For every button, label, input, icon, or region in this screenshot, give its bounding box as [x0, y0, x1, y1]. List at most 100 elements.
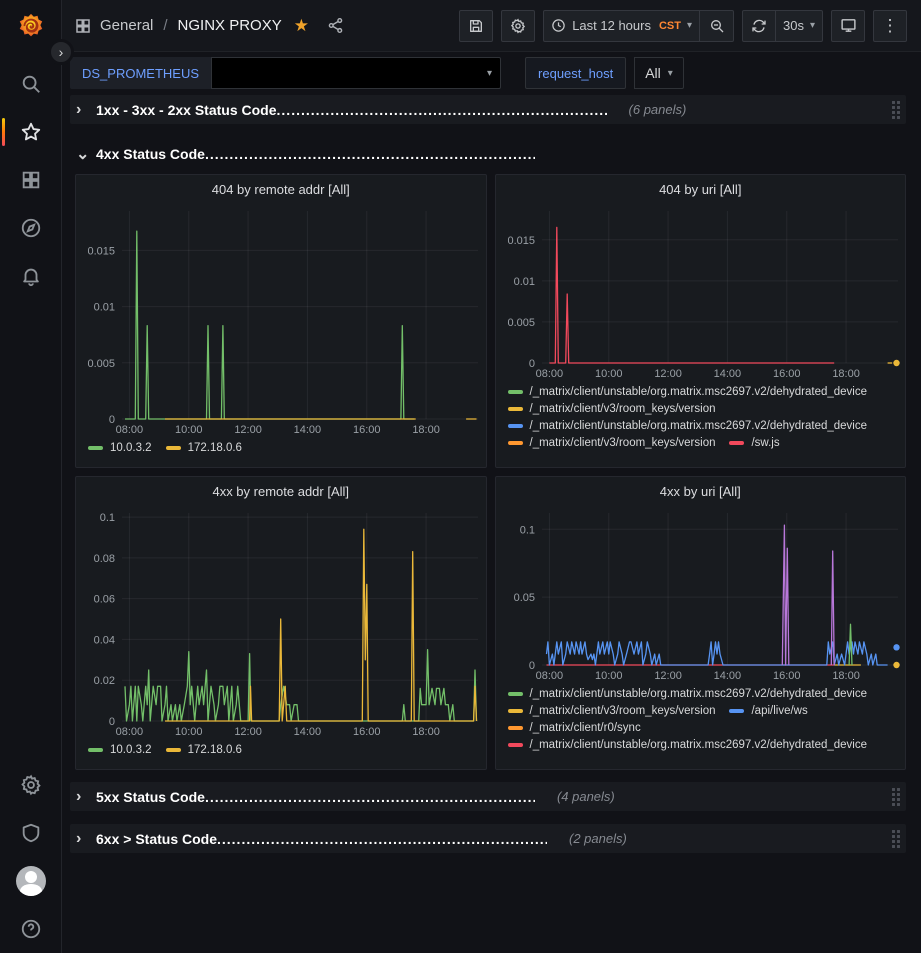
legend-item[interactable]: /_matrix/client/unstable/org.matrix.msc2…: [507, 688, 867, 700]
time-range-picker[interactable]: Last 12 hours CST ▾: [543, 9, 700, 42]
sidebar-item-search[interactable]: [0, 60, 62, 108]
row-1xx-3xx-2xx[interactable]: › 1xx - 3xx - 2xx Status Code ..........…: [70, 95, 906, 124]
sidebar-item-dashboards[interactable]: [0, 156, 62, 204]
grafana-logo-icon[interactable]: [16, 12, 46, 42]
compass-icon: [20, 217, 42, 239]
legend-label: 172.18.0.6: [187, 442, 242, 454]
variable-label-request-host[interactable]: request_host: [525, 57, 627, 89]
variable-value-request-host[interactable]: All ▾: [634, 57, 684, 89]
timeseries-svg: 08:00 10:00 12:00 14:00 16:00 18:00 0 0.005 0.01…: [87, 211, 478, 436]
legend-label: /_matrix/client/unstable/org.matrix.msc2…: [529, 386, 868, 398]
legend-swatch: [507, 441, 523, 445]
variable-label-ds-prometheus[interactable]: DS_PROMETHEUS: [70, 57, 212, 89]
search-icon: [20, 73, 42, 95]
legend-item[interactable]: /_matrix/client/v3/room_keys/version: [507, 705, 715, 717]
main-area: General / NGINX PROXY ★: [62, 0, 921, 953]
refresh-button[interactable]: [742, 9, 776, 42]
sidebar-item-configuration[interactable]: [0, 761, 62, 809]
timezone-label: CST: [658, 19, 681, 32]
gear-icon: [20, 774, 42, 796]
svg-text:0.01: 0.01: [513, 276, 534, 288]
svg-text:0.005: 0.005: [507, 317, 535, 329]
row-5xx[interactable]: › 5xx Status Code ......................…: [70, 782, 906, 811]
sidebar-item-help[interactable]: [0, 905, 62, 953]
svg-text:12:00: 12:00: [654, 368, 682, 380]
legend-item[interactable]: /sw.js: [729, 437, 780, 449]
legend-swatch: [507, 709, 523, 713]
panel-legend: /_matrix/client/unstable/org.matrix.msc2…: [496, 383, 906, 453]
row-drag-handle[interactable]: [892, 829, 900, 848]
svg-text:0.02: 0.02: [94, 675, 115, 687]
legend-item[interactable]: 172.18.0.6: [165, 744, 242, 756]
sidebar-item-explore[interactable]: [0, 204, 62, 252]
svg-text:14:00: 14:00: [713, 368, 741, 380]
row-drag-handle[interactable]: [892, 787, 900, 806]
chevron-right-icon: ›: [76, 829, 82, 847]
panel-4xx-by-uri: 4xx by uri [All] 08:00 10:00 12:00 14:00 16:…: [494, 476, 906, 770]
kiosk-mode-button[interactable]: [831, 9, 865, 42]
sidebar-item-profile[interactable]: [0, 857, 62, 905]
panel-legend: 10.0.3.2 172.18.0.6: [76, 439, 486, 458]
chevron-down-icon: ▾: [487, 67, 493, 79]
svg-text:0.015: 0.015: [507, 235, 535, 247]
row-panel-count: (4 panels): [556, 789, 615, 804]
legend-item[interactable]: 10.0.3.2: [88, 744, 152, 756]
row-6xx[interactable]: › 6xx > Status Code ....................…: [70, 824, 906, 853]
breadcrumb-dashboard-title[interactable]: NGINX PROXY: [177, 17, 282, 34]
svg-text:0.05: 0.05: [513, 592, 534, 604]
legend-item[interactable]: /_matrix/client/unstable/org.matrix.msc2…: [507, 386, 868, 398]
variable-value-ds-prometheus[interactable]: ▾: [211, 57, 502, 89]
favorite-star-icon[interactable]: ★: [293, 15, 309, 35]
svg-text:10:00: 10:00: [175, 424, 203, 436]
timeseries-svg: 08:00 10:00 12:00 14:00 16:00 18:00 0 0.005 0.01…: [507, 211, 900, 380]
chart-canvas[interactable]: 08:00 10:00 12:00 14:00 16:00 18:00 0 0.05 0.1: [496, 505, 906, 685]
chart-canvas[interactable]: 08:00 10:00 12:00 14:00 16:00 18:00 0 0.02 0.04 0…: [76, 505, 486, 741]
legend-swatch: [88, 748, 103, 752]
svg-text:16:00: 16:00: [353, 424, 381, 436]
panel-title[interactable]: 404 by uri [All]: [659, 181, 742, 197]
share-icon[interactable]: [327, 17, 344, 34]
legend-item[interactable]: 172.18.0.6: [165, 442, 242, 454]
sidebar-item-server-admin[interactable]: [0, 809, 62, 857]
legend-item[interactable]: /_matrix/client/unstable/org.matrix.msc2…: [507, 739, 867, 751]
panel-legend: 10.0.3.2 172.18.0.6: [76, 741, 486, 760]
row-title-dots: ........................................…: [204, 145, 535, 162]
panel-title[interactable]: 404 by remote addr [All]: [211, 181, 350, 197]
refresh-interval-dropdown[interactable]: 30s ▾: [776, 9, 823, 42]
chevron-down-icon: ⌄: [76, 145, 90, 163]
svg-text:0.06: 0.06: [94, 594, 115, 606]
legend-label: /_matrix/client/v3/room_keys/version: [529, 437, 716, 449]
sidebar-item-alerting[interactable]: [0, 252, 62, 300]
chevron-right-icon: ›: [76, 787, 82, 805]
svg-text:0.015: 0.015: [87, 245, 115, 257]
sidebar-expand-button[interactable]: ›: [48, 39, 74, 65]
panel-legend: /_matrix/client/unstable/org.matrix.msc2…: [496, 685, 906, 755]
svg-text:10:00: 10:00: [594, 368, 622, 380]
save-dashboard-button[interactable]: [459, 9, 494, 42]
legend-label: /_matrix/client/v3/room_keys/version: [529, 403, 716, 415]
legend-item[interactable]: /_matrix/client/r0/sync: [507, 722, 641, 734]
chart-canvas[interactable]: 08:00 10:00 12:00 14:00 16:00 18:00 0 0.005 0.01…: [76, 203, 486, 439]
more-options-button[interactable]: ⋮: [873, 9, 907, 42]
row-drag-handle[interactable]: [892, 100, 900, 119]
dashboards-grid-icon[interactable]: [74, 17, 92, 35]
legend-item[interactable]: /_matrix/client/unstable/org.matrix.msc2…: [507, 420, 867, 432]
breadcrumb-section[interactable]: General: [100, 17, 154, 34]
panel-title[interactable]: 4xx by remote addr [All]: [212, 483, 350, 499]
svg-text:0.08: 0.08: [94, 553, 115, 565]
zoom-out-button[interactable]: [700, 9, 734, 42]
chart-canvas[interactable]: 08:00 10:00 12:00 14:00 16:00 18:00 0 0.005 0.01…: [496, 203, 906, 383]
dashboard-settings-button[interactable]: [501, 9, 536, 42]
panel-4xx-by-remote-addr: 4xx by remote addr [All] 08:00 10:00 12:00…: [75, 476, 487, 770]
svg-text:18:00: 18:00: [412, 726, 440, 738]
svg-text:0: 0: [528, 660, 534, 672]
dashboard-header: General / NGINX PROXY ★: [62, 0, 921, 52]
svg-text:10:00: 10:00: [594, 670, 622, 682]
legend-item[interactable]: /_matrix/client/v3/room_keys/version: [507, 403, 716, 415]
legend-item[interactable]: /api/live/ws: [729, 705, 808, 717]
legend-item[interactable]: /_matrix/client/v3/room_keys/version: [507, 437, 716, 449]
sidebar-item-starred[interactable]: [0, 108, 62, 156]
legend-item[interactable]: 10.0.3.2: [88, 442, 152, 454]
row-4xx[interactable]: ⌄ 4xx Status Code ......................…: [70, 139, 906, 168]
panel-title[interactable]: 4xx by uri [All]: [659, 483, 741, 499]
